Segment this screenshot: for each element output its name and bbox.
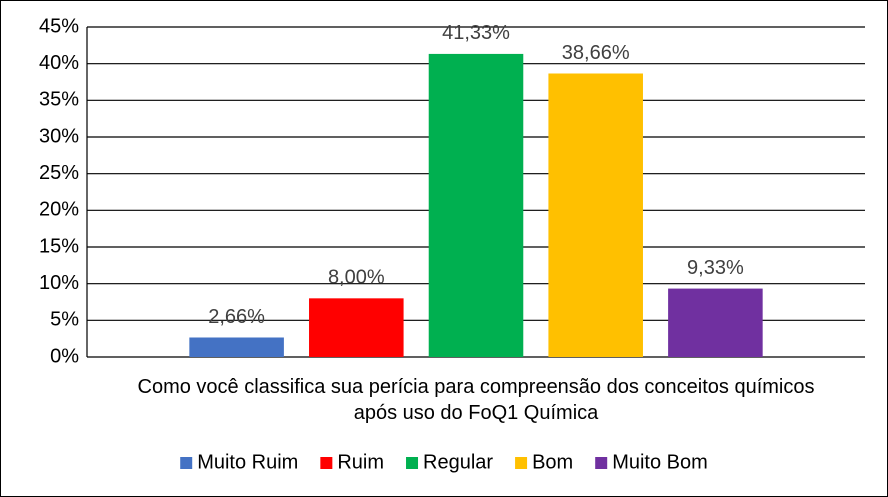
bar [309, 298, 404, 357]
y-tick-label: 10% [39, 272, 79, 294]
y-tick-label: 30% [39, 125, 79, 147]
legend-label: Muito Ruim [197, 451, 298, 473]
y-tick-label: 35% [39, 89, 79, 111]
category-label: Como você classifica sua perícia para co… [137, 376, 815, 424]
bar [548, 73, 643, 357]
value-label: 8,00% [328, 267, 385, 289]
y-tick-label: 0% [50, 345, 79, 367]
legend-swatch [595, 457, 608, 469]
y-tick-label: 45% [39, 15, 79, 37]
legend-label: Regular [423, 451, 493, 473]
value-label: 2,66% [208, 306, 265, 328]
y-tick-label: 15% [39, 235, 79, 257]
legend-swatch [180, 457, 193, 469]
legend-label: Muito Bom [612, 451, 708, 473]
legend-swatch [406, 457, 419, 469]
value-label: 9,33% [687, 257, 744, 279]
y-tick-label: 40% [39, 52, 79, 74]
value-label: 41,33% [442, 22, 510, 44]
y-tick-label: 5% [50, 309, 79, 331]
value-label: 38,66% [562, 42, 630, 64]
legend-label: Bom [532, 451, 573, 473]
legend-label: Ruim [337, 451, 384, 473]
y-tick-label: 20% [39, 199, 79, 221]
legend-swatch [515, 457, 528, 469]
bar [668, 288, 763, 357]
legend-swatch [320, 457, 333, 469]
bar [428, 53, 524, 358]
y-tick-label: 25% [39, 162, 79, 184]
bar [189, 337, 284, 357]
